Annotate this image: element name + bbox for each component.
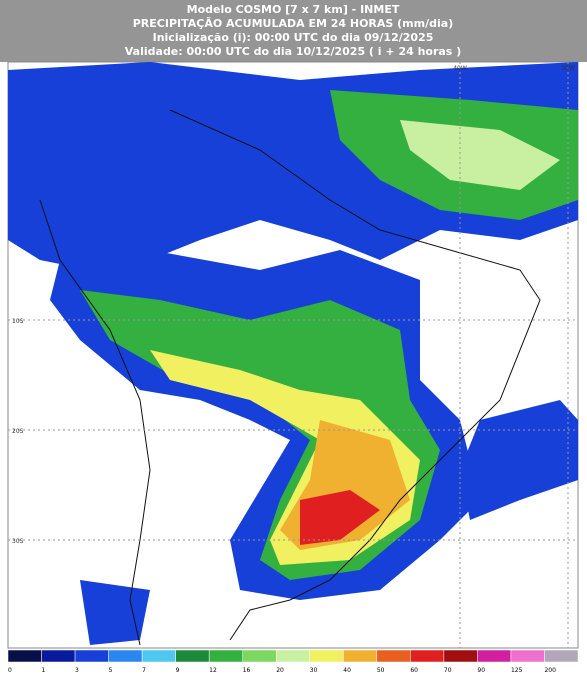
level-label: 200	[544, 667, 556, 674]
color-swatch	[242, 649, 277, 663]
level-label: 12	[209, 667, 217, 674]
level-label: 5	[109, 667, 113, 674]
header-line: PRECIPITAÇÃO ACUMULADA EM 24 HORAS (mm/d…	[133, 17, 453, 30]
graticule	[8, 62, 578, 648]
lat-label: 20S	[12, 428, 24, 435]
color-swatch	[544, 649, 579, 663]
color-swatch	[141, 649, 176, 663]
coastline	[39, 109, 541, 646]
lat-label: 10S	[12, 318, 24, 325]
colorbar: 0 1 3 5 7 9 12 16 20 30 40 50 60 70 90 125 200	[7, 649, 579, 674]
color-swatch	[443, 649, 478, 663]
color-swatch	[477, 649, 512, 663]
color-swatch	[108, 649, 143, 663]
precip-blue-patagonia	[80, 580, 150, 645]
level-label: 70	[444, 667, 452, 674]
precip-red	[300, 490, 380, 545]
level-label: 7	[142, 667, 146, 674]
level-label: 0	[8, 667, 12, 674]
level-label: 3	[75, 667, 79, 674]
color-swatch	[41, 649, 76, 663]
map: 40W 30W 10S 20S 30S	[7, 61, 579, 649]
header: Modelo COSMO [7 x 7 km] - INMET PRECIPIT…	[125, 3, 461, 58]
header-band	[0, 0, 587, 62]
color-swatch	[74, 649, 109, 663]
level-label: 20	[276, 667, 284, 674]
color-swatch	[309, 649, 344, 663]
level-label: 9	[176, 667, 180, 674]
color-swatch	[208, 649, 243, 663]
color-swatch	[410, 649, 445, 663]
lon-label: 30W	[561, 65, 575, 72]
level-label: 40	[343, 667, 351, 674]
level-label: 60	[410, 667, 418, 674]
precip-light	[400, 120, 560, 190]
level-label: 30	[310, 667, 318, 674]
color-swatch	[275, 649, 311, 663]
color-swatch	[510, 649, 545, 663]
level-label: 1	[42, 667, 46, 674]
header-line: Validade: 00:00 UTC do dia 10/12/2025 ( …	[125, 45, 461, 58]
level-label: 50	[377, 667, 385, 674]
header-line: Inicialização (i): 00:00 UTC do dia 09/1…	[153, 31, 434, 44]
level-label: 90	[477, 667, 485, 674]
lat-label: 30S	[12, 538, 24, 545]
color-swatch	[376, 649, 411, 663]
level-label: 16	[243, 667, 251, 674]
header-line: Modelo COSMO [7 x 7 km] - INMET	[187, 3, 400, 16]
color-swatch	[175, 649, 210, 663]
lon-label: 40W	[453, 65, 467, 72]
color-swatch	[343, 649, 378, 663]
level-label: 125	[511, 667, 523, 674]
color-swatch	[7, 649, 42, 663]
